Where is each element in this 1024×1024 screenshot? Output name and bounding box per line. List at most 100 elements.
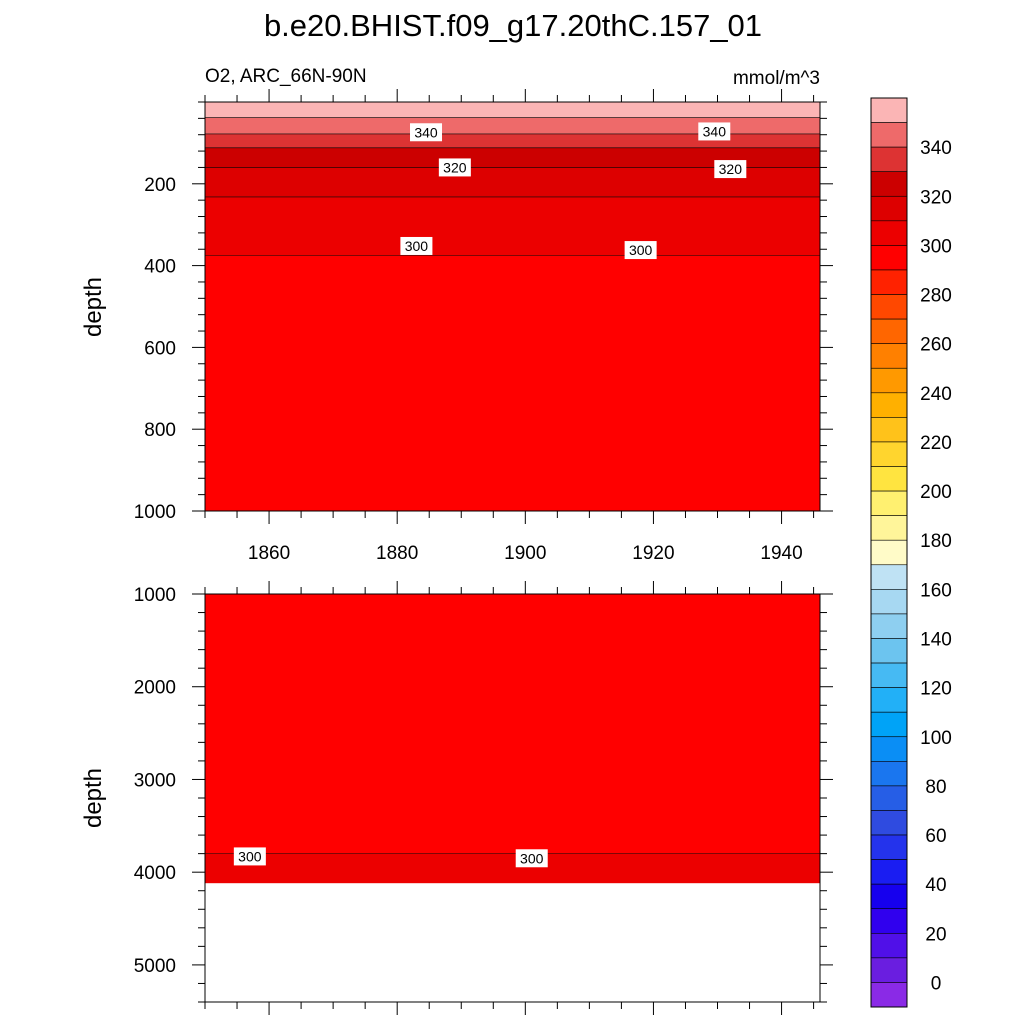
colorbar-swatch [870,245,908,271]
colorbar-label: 160 [920,580,952,601]
colorbar-swatch [870,171,908,197]
units-label: mmol/m^3 [733,68,820,89]
upper-y-tick-label: 400 [144,257,176,278]
colorbar-swatch [870,638,908,664]
colorbar-swatch [870,417,908,443]
upper-x-tick-label: 1940 [760,543,802,564]
colorbar-swatch [870,97,908,123]
contour-label-box [400,236,433,255]
colorbar-swatch [870,662,908,688]
colorbar-swatch [870,515,908,541]
colorbar-label: 180 [920,531,952,552]
colorbar-swatch [870,883,908,910]
lower-contour-label-1: 300 [515,849,548,868]
colorbar-swatch [870,490,908,516]
lower-y-tick-label: 4000 [134,863,176,884]
chart-title: b.e20.BHIST.f09_g17.20thC.157_01 [264,8,762,43]
lower-y-tick-label: 5000 [134,956,176,977]
upper-depth-panel: 200 400 600 800 1000 1860 1880 1900 1920 1940 340 3… [134,89,833,564]
colorbar-label: 0 [931,973,942,994]
colorbar-label: 240 [920,384,952,405]
upper-contour-label-2: 320 [438,158,471,177]
colorbar-label: 120 [920,679,952,700]
upper-y-axis-label: depth [80,277,107,337]
colorbar-swatch [870,810,908,836]
lower-contour-label-0: 300 [233,847,266,866]
upper-band-1 [205,117,820,134]
upper-y-tick-label: 1000 [134,502,176,523]
colorbar-swatch [870,932,908,959]
upper-contour-label-0: 340 [410,123,443,142]
colorbar-swatch [870,343,908,369]
colorbar-label: 320 [920,187,952,208]
colorbar-label: 40 [925,875,946,896]
colorbar: 3403203002802602402202001801601401201008… [870,97,952,1008]
lower-depth-panel: 1000 2000 3000 4000 5000 300 300 [134,581,833,1015]
variable-region-label: O2, ARC_66N-90N [205,66,367,87]
upper-band-3 [205,147,820,168]
colorbar-label: 60 [925,826,946,847]
contour-label-box [698,122,731,141]
colorbar-label: 220 [920,433,952,454]
colorbar-swatch [870,957,908,983]
colorbar-swatch [870,613,908,639]
contour-label-text: 300 [405,238,429,254]
upper-x-tick-label: 1920 [632,543,674,564]
contour-label-box [714,160,747,179]
upper-band-6 [205,255,820,511]
lower-band-1 [205,853,820,884]
lower-band-2 [205,883,820,1002]
contour-label-text: 340 [703,123,727,139]
contour-label-text: 320 [719,161,743,177]
colorbar-swatch [870,269,908,295]
colorbar-label: 280 [920,286,952,307]
colorbar-swatch [870,589,908,615]
colorbar-swatch [870,294,908,320]
colorbar-swatch [870,761,908,787]
colorbar-swatch [870,564,908,590]
colorbar-swatch [870,687,908,713]
upper-y-tick-label: 200 [144,175,176,196]
colorbar-label: 100 [920,728,952,749]
colorbar-swatch [870,318,908,344]
contour-label-text: 340 [414,124,438,140]
lower-y-tick-label: 2000 [134,678,176,699]
lower-y-tick-label: 3000 [134,770,176,791]
colorbar-swatch [870,834,908,860]
colorbar-swatch [870,711,908,738]
upper-contour-label-3: 320 [714,160,747,179]
upper-x-tick-label: 1860 [248,543,290,564]
colorbar-swatch [870,392,908,418]
colorbar-swatch [870,736,908,762]
lower-y-axis-label: depth [80,768,107,828]
upper-band-0 [205,102,820,118]
upper-contour-label-1: 340 [698,122,731,141]
colorbar-label: 140 [920,629,952,650]
colorbar-label: 260 [920,335,952,356]
colorbar-label: 200 [920,482,952,503]
colorbar-label: 20 [925,924,946,945]
lower-y-tick-label: 1000 [134,585,176,606]
colorbar-label: 80 [925,777,946,798]
colorbar-swatch [870,466,908,492]
colorbar-swatch [870,122,908,148]
upper-y-tick-label: 800 [144,420,176,441]
colorbar-swatch [870,982,908,1008]
colorbar-swatch [870,441,908,467]
colorbar-swatch [870,785,908,811]
upper-x-tick-label: 1900 [504,543,546,564]
upper-band-5 [205,196,820,256]
contour-label-text: 320 [443,159,467,175]
contour-label-box [624,241,657,260]
colorbar-label: 340 [920,138,952,159]
contour-label-text: 300 [629,242,653,258]
colorbar-label: 300 [920,236,952,257]
upper-contour-label-5: 300 [624,241,657,260]
colorbar-frame [870,97,908,1008]
contour-label-box [438,158,471,177]
upper-x-tick-label: 1880 [376,543,418,564]
colorbar-swatch [870,195,908,222]
colorbar-swatch [870,220,908,246]
lower-band-0 [205,594,820,854]
contour-label-box [515,849,548,868]
